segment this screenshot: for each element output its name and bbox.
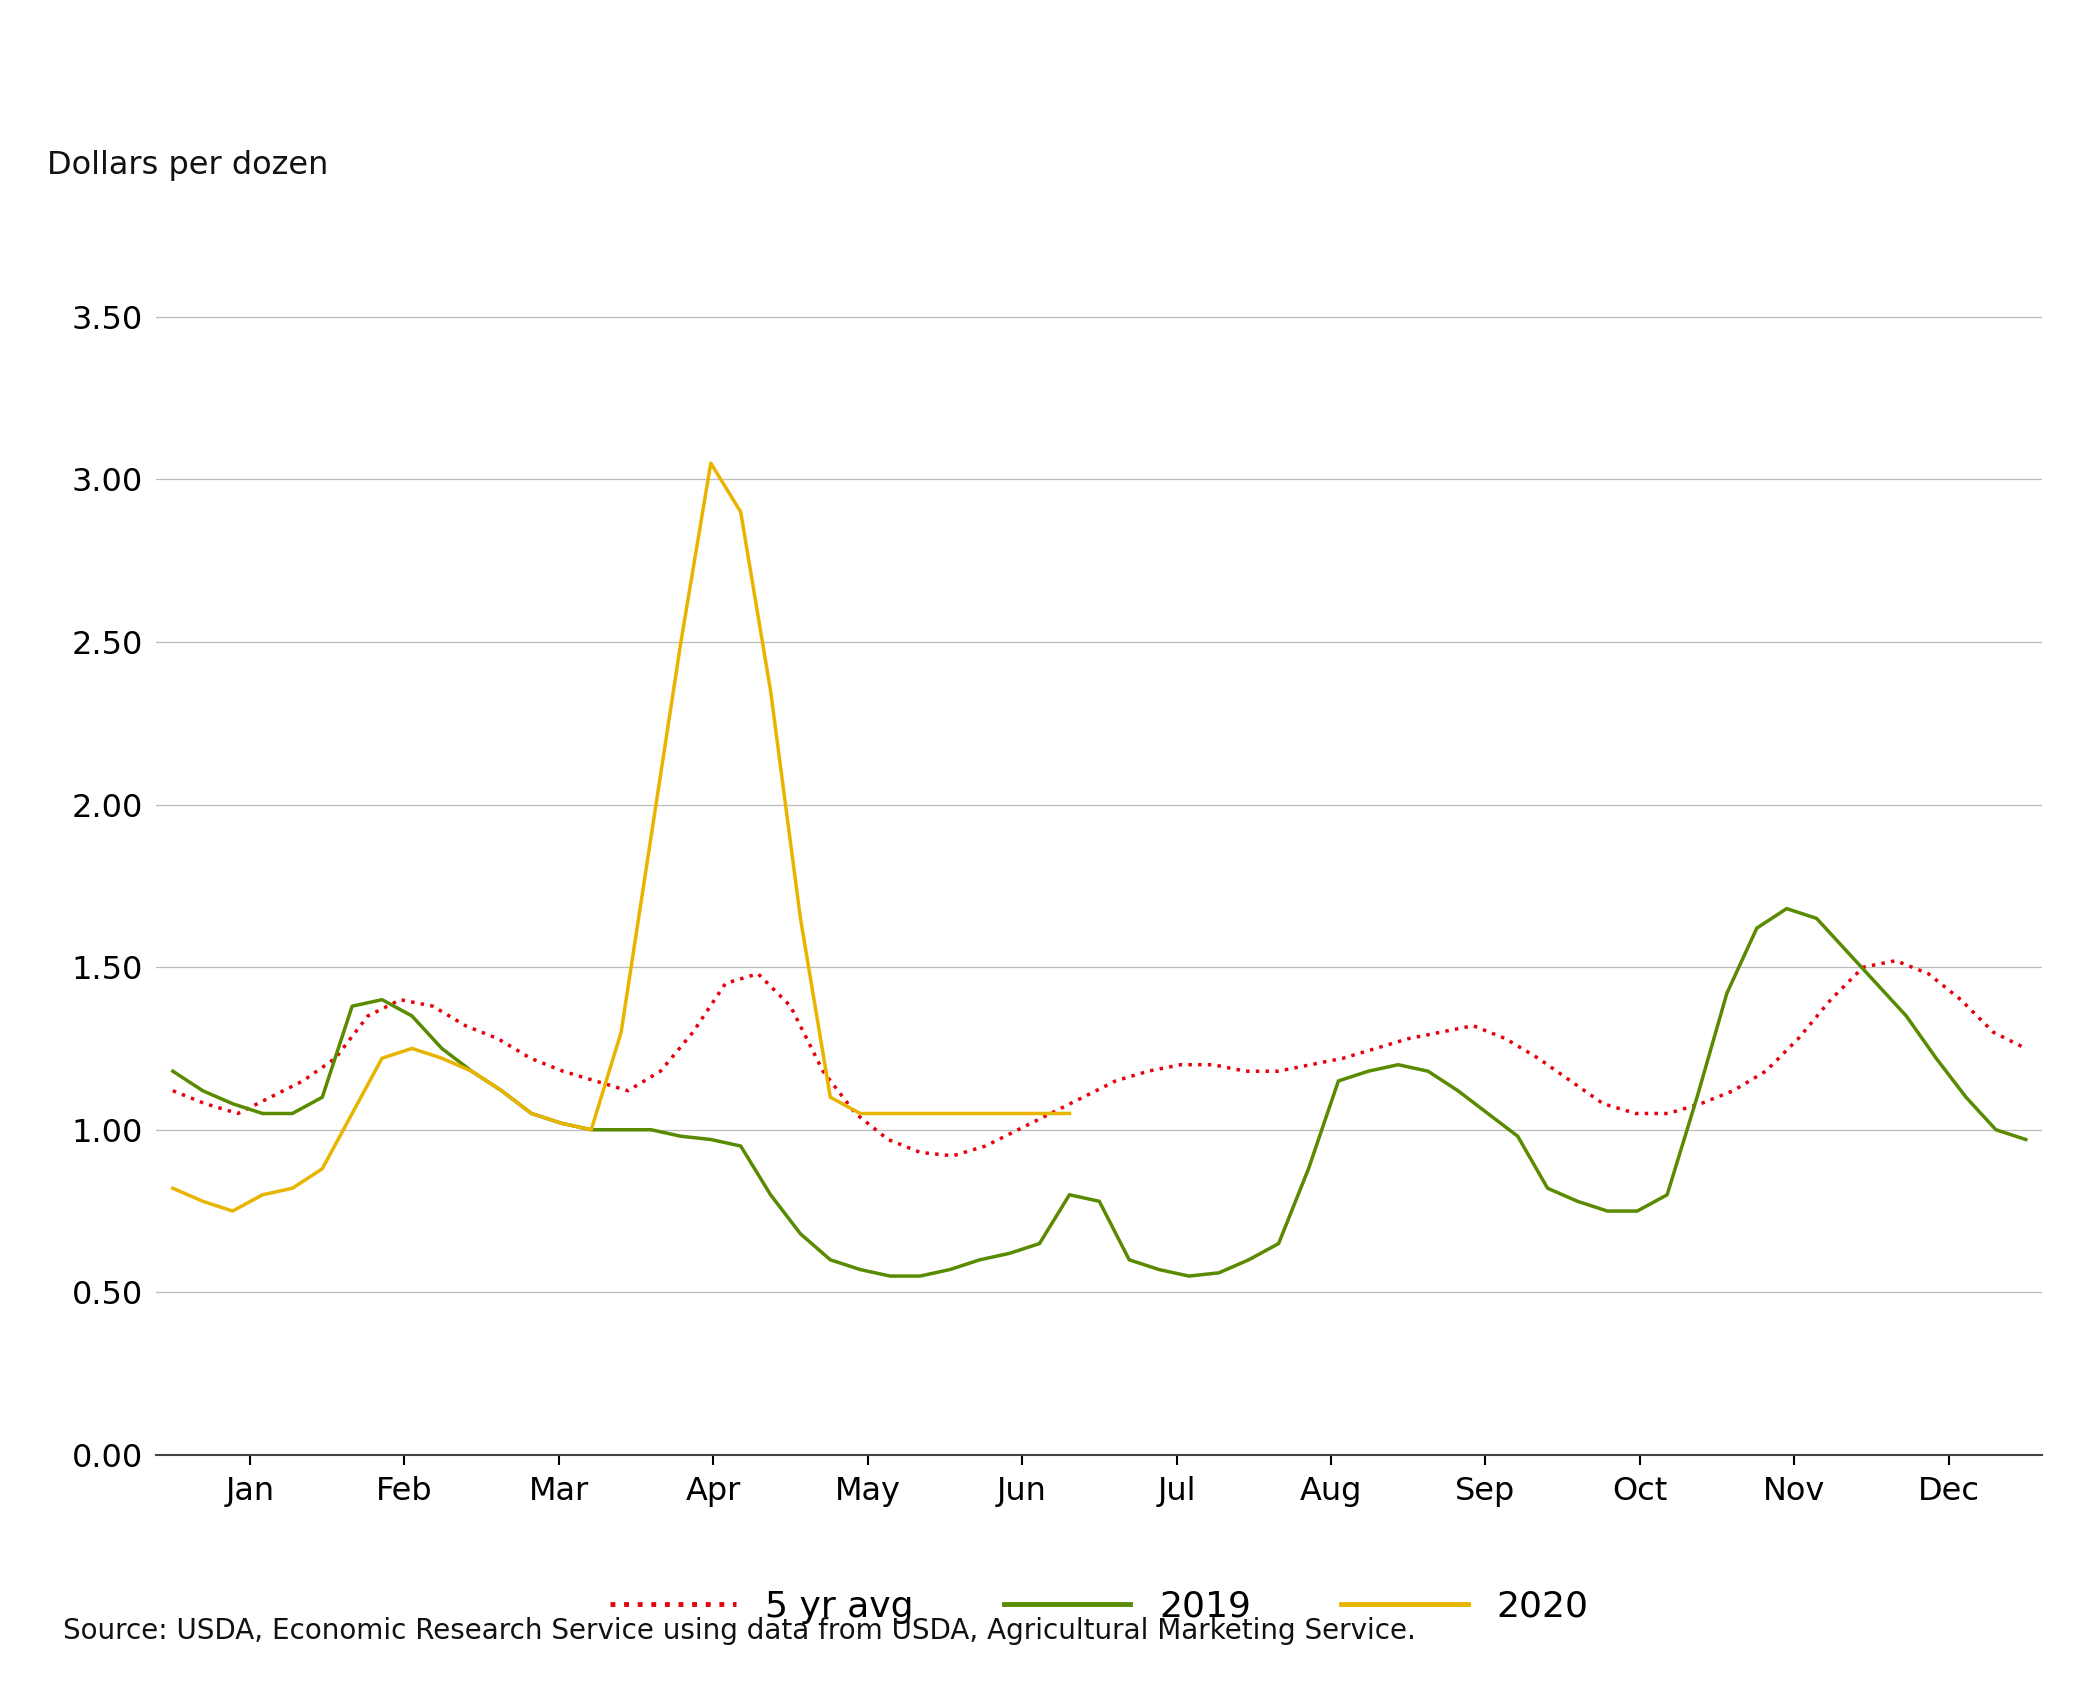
Text: Economic: Economic xyxy=(1855,45,1928,61)
Text: Research: Research xyxy=(1855,87,1924,101)
Text: Source: USDA, Economic Research Service using data from USDA, Agricultural Marke: Source: USDA, Economic Research Service … xyxy=(63,1616,1415,1645)
Text: Dollars per dozen: Dollars per dozen xyxy=(48,150,329,180)
Text: Service: Service xyxy=(1855,128,1911,143)
Text: Weekly wholesale egg prices (New York, Grade A Large): Weekly wholesale egg prices (New York, G… xyxy=(63,69,1728,119)
Text: USDA: USDA xyxy=(1642,66,1765,104)
Legend: 5 yr avg, 2019, 2020: 5 yr avg, 2019, 2020 xyxy=(596,1576,1603,1638)
